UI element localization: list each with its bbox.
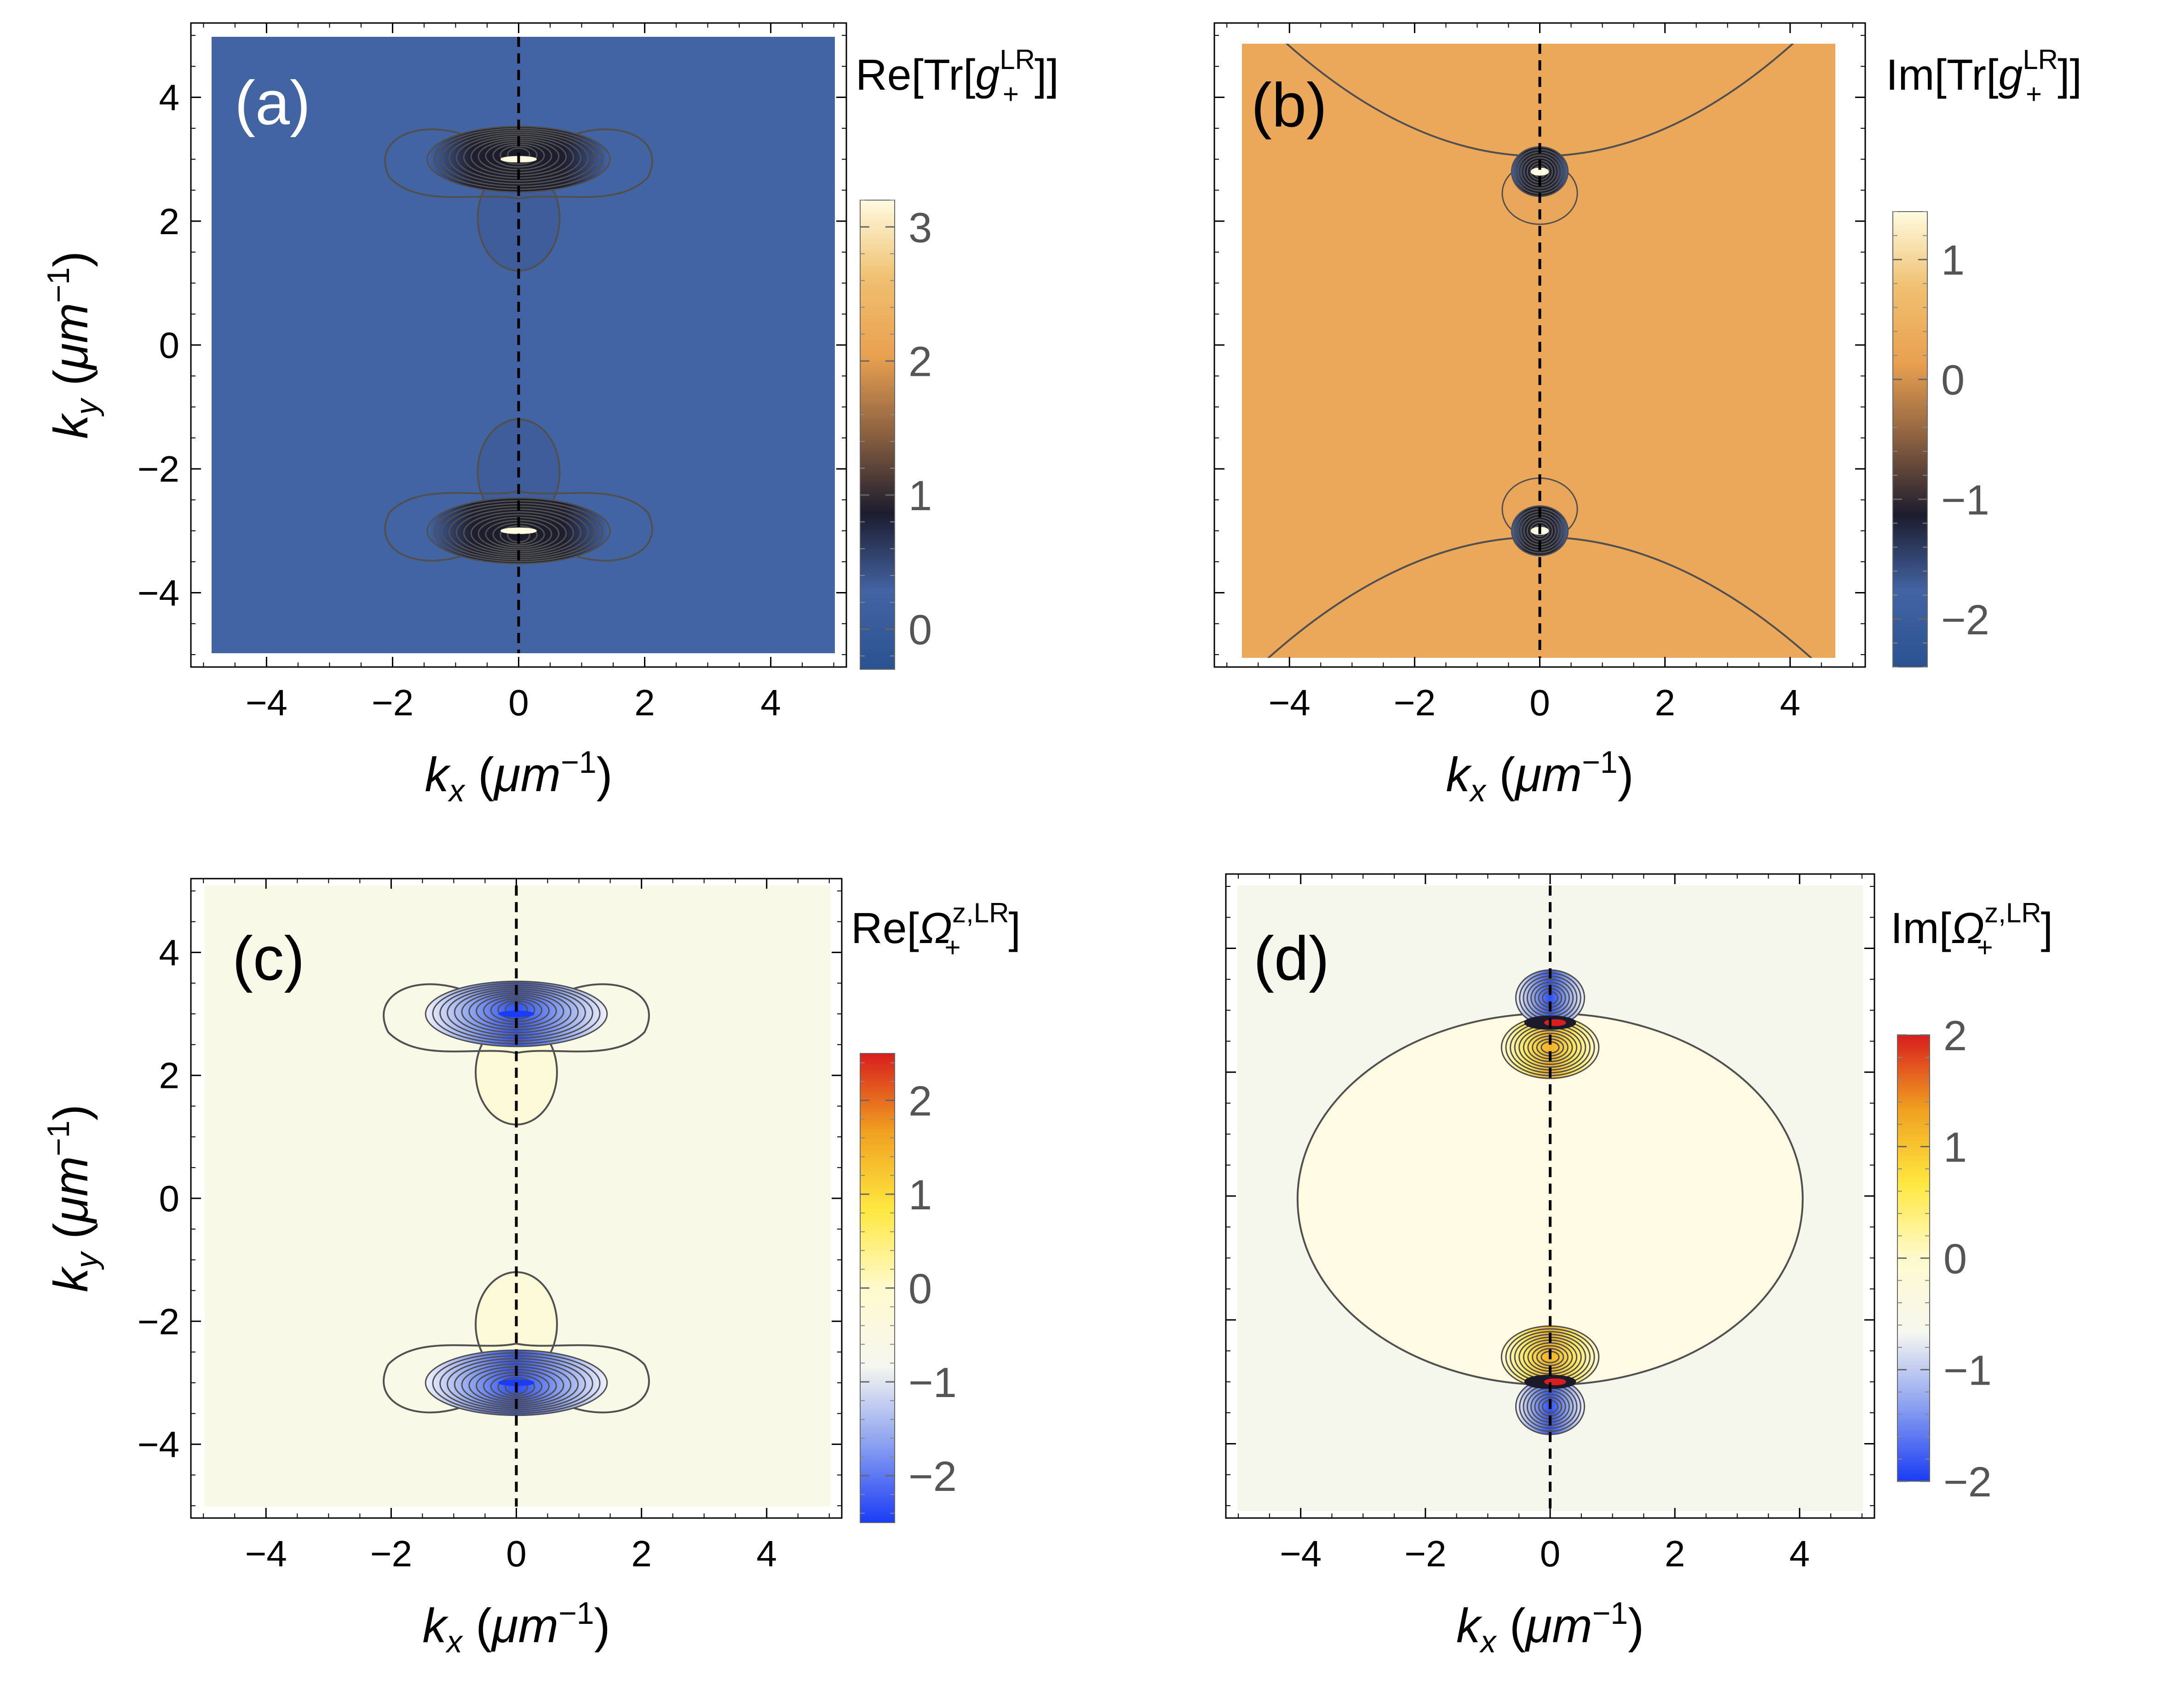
x-tick-label: 0 bbox=[1540, 1533, 1561, 1574]
panel-b: −4 −2 0 2 4 kx (μm−1) (b) Im[Tr[gLR +]] 1 0 −1 −2 bbox=[1213, 22, 2082, 808]
y-tick-label: 0 bbox=[159, 1178, 180, 1219]
y-tick-label: −2 bbox=[138, 1301, 179, 1342]
panel-d: −4 −2 0 2 4 kx (μm−1) (d) Im[Ωz,LR +] 2 1 0 −1 −2 bbox=[1225, 873, 2053, 1659]
y-tick-label: 0 bbox=[159, 325, 180, 366]
panel-label: (a) bbox=[235, 68, 310, 138]
y-tick-label: −2 bbox=[138, 449, 179, 489]
y-tick-label: −4 bbox=[138, 572, 179, 613]
x-tick-label: −2 bbox=[1404, 1533, 1446, 1574]
x-tick-label: −4 bbox=[1269, 682, 1310, 723]
singular-core bbox=[498, 1011, 535, 1018]
colorbar-tick-label: 1 bbox=[908, 1172, 932, 1219]
panel-label: (c) bbox=[232, 924, 305, 993]
colorbar-tick-label: −1 bbox=[1941, 477, 1989, 523]
y-tick-label: −4 bbox=[138, 1424, 179, 1465]
colorbar-tick-label: 2 bbox=[1943, 1012, 1967, 1059]
x-tick-label: 2 bbox=[634, 682, 655, 723]
x-tick-label: 4 bbox=[1780, 682, 1800, 723]
panel-label: (d) bbox=[1253, 924, 1329, 993]
yellow-lobe-ring bbox=[1536, 1348, 1564, 1366]
x-tick-label: 4 bbox=[756, 1533, 777, 1574]
outer-contour bbox=[384, 128, 653, 200]
panel-c: −4 −2 0 2 4 4 2 0 −2 −4 kx (μm−1) ky (μm−1) (c) Re[Ωz… bbox=[41, 878, 1021, 1659]
colorbar-tick-label: 0 bbox=[1943, 1236, 1967, 1283]
x-tick-label: 0 bbox=[1529, 682, 1550, 723]
panel-a: −4 −2 0 2 4 4 2 0 −2 −4 kx (μm−1) ky (μm−1) (a) Re[Tr… bbox=[41, 22, 1059, 808]
panel-label: (b) bbox=[1251, 70, 1327, 140]
x-axis-label: kx (μm−1) bbox=[425, 745, 612, 808]
x-tick-label: 2 bbox=[1655, 682, 1675, 723]
colorbar-tick-label: 3 bbox=[908, 204, 932, 251]
contour-ring bbox=[1520, 154, 1559, 189]
x-tick-label: −4 bbox=[246, 682, 287, 723]
colorbar-tick-label: 0 bbox=[1941, 357, 1965, 404]
x-tick-label: −4 bbox=[245, 1533, 287, 1574]
colorbar bbox=[1892, 211, 1928, 667]
contour-ring bbox=[1529, 522, 1550, 540]
colorbar-tick-label: 1 bbox=[1943, 1124, 1967, 1171]
x-tick-label: 2 bbox=[1665, 1533, 1685, 1574]
x-axis-label: kx (μm−1) bbox=[422, 1596, 610, 1659]
contour-ring bbox=[448, 132, 589, 184]
x-tick-label: 4 bbox=[1789, 1533, 1810, 1574]
colorbar-tick-label: −2 bbox=[908, 1453, 957, 1500]
singular-core bbox=[500, 527, 537, 534]
x-tick-label: 2 bbox=[631, 1533, 652, 1574]
y-tick-label: 4 bbox=[159, 932, 180, 973]
x-axis-label: kx (μm−1) bbox=[1456, 1596, 1644, 1659]
x-tick-label: −4 bbox=[1280, 1533, 1322, 1574]
colorbar-tick-label: 2 bbox=[908, 1078, 932, 1125]
colorbar-title: Im[Ωz,LR +] bbox=[1891, 897, 2053, 963]
red-core bbox=[1544, 1019, 1566, 1026]
contour-ring bbox=[497, 1377, 535, 1397]
y-axis-label: ky (μm−1) bbox=[41, 1104, 104, 1292]
y-tick-label: 4 bbox=[159, 77, 180, 118]
red-core bbox=[1544, 1378, 1566, 1386]
colorbar bbox=[860, 200, 895, 670]
x-tick-label: 4 bbox=[760, 682, 781, 723]
x-tick-label: 0 bbox=[506, 1533, 527, 1574]
colorbar-title: Re[Ωz,LR +] bbox=[851, 897, 1021, 963]
blue-lobe-ring bbox=[1530, 982, 1570, 1014]
colorbar-tick-label: −2 bbox=[1941, 597, 1989, 644]
yellow-lobe-ring bbox=[1523, 1030, 1578, 1065]
contour-ring bbox=[455, 133, 582, 182]
colorbar-tick-label: 0 bbox=[908, 1265, 932, 1312]
y-axis-label: ky (μm−1) bbox=[41, 251, 104, 439]
colorbar-tick-label: 0 bbox=[908, 607, 932, 654]
colorbar-tick-label: −1 bbox=[908, 1359, 957, 1406]
colorbar-title: Im[Tr[gLR +]] bbox=[1886, 44, 2082, 109]
x-tick-label: −2 bbox=[370, 1533, 412, 1574]
x-tick-label: −2 bbox=[1394, 682, 1436, 723]
colorbar-tick-label: −1 bbox=[1943, 1347, 1992, 1394]
y-tick-label: 2 bbox=[159, 1055, 180, 1096]
y-tick-label: 2 bbox=[159, 201, 180, 242]
colorbar-tick-label: 1 bbox=[908, 472, 932, 519]
x-tick-label: 0 bbox=[508, 682, 529, 723]
outer-contour bbox=[383, 1342, 650, 1414]
x-tick-label: −2 bbox=[372, 682, 414, 723]
colorbar-title: Re[Tr[gLR +]] bbox=[856, 44, 1059, 109]
colorbar-tick-label: −2 bbox=[1943, 1459, 1992, 1506]
colorbar-tick-label: 1 bbox=[1941, 237, 1965, 284]
colorbar-tick-label: 2 bbox=[908, 339, 932, 385]
x-axis-label: kx (μm−1) bbox=[1446, 745, 1633, 808]
yellow-lobe-ring bbox=[1527, 1032, 1573, 1063]
